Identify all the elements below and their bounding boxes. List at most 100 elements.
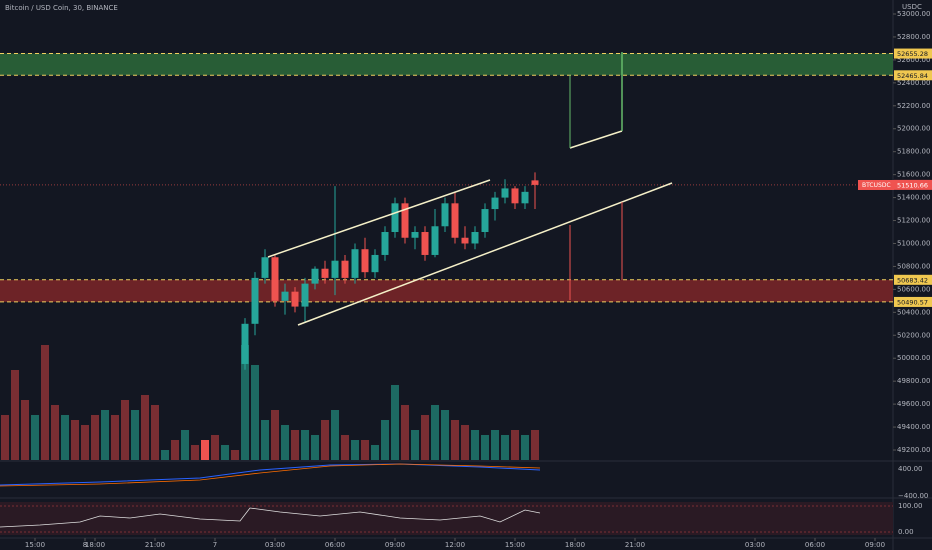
candle-body xyxy=(441,203,449,227)
volume-bar xyxy=(491,430,499,460)
candle-body xyxy=(281,291,289,301)
rsi-label: 100.00 xyxy=(898,502,923,510)
candle-body xyxy=(361,249,369,273)
volume-bar xyxy=(91,415,99,460)
y-tick-label: 51600.00 xyxy=(897,171,930,179)
candle-body xyxy=(421,232,429,255)
volume-bar xyxy=(441,410,449,460)
volume-bar xyxy=(211,435,219,460)
volume-bar xyxy=(11,370,19,460)
candle-body xyxy=(481,209,489,233)
y-tick-label: 50400.00 xyxy=(897,308,930,316)
volume-bar xyxy=(131,410,139,460)
candle-body xyxy=(461,237,469,244)
candle-body xyxy=(311,268,319,284)
volume-bar xyxy=(261,420,269,460)
y-tick-label: 50600.00 xyxy=(897,285,930,293)
volume-bar xyxy=(341,435,349,460)
volume-bar xyxy=(321,420,329,460)
volume-bar xyxy=(81,425,89,460)
candle-body xyxy=(511,188,519,204)
candle-body xyxy=(241,323,249,364)
candle-body xyxy=(331,260,339,278)
volume-bar xyxy=(171,440,179,460)
volume-bar xyxy=(531,430,539,460)
rsi-label: 0.00 xyxy=(898,528,914,536)
candle-body xyxy=(411,232,419,238)
x-tick-label: 15:00 xyxy=(25,541,45,549)
last-price-badge xyxy=(894,179,932,190)
volume-bar xyxy=(191,445,199,460)
y-tick-label: 51800.00 xyxy=(897,148,930,156)
volume-bar xyxy=(271,410,279,460)
y-tick-label: 49600.00 xyxy=(897,400,930,408)
candle-body xyxy=(521,191,529,204)
y-tick-label: 52400.00 xyxy=(897,79,930,87)
x-tick-label: 18:00 xyxy=(565,541,585,549)
volume-bar xyxy=(371,445,379,460)
y-tick-label: 52000.00 xyxy=(897,125,930,133)
zone-badge xyxy=(894,274,932,285)
x-tick-label: 21:00 xyxy=(145,541,165,549)
y-tick-label: 49800.00 xyxy=(897,377,930,385)
y-tick-label: 53000.00 xyxy=(897,10,930,18)
x-tick-label: 09:00 xyxy=(865,541,885,549)
zone-price-label: 50490.57 xyxy=(897,298,928,306)
volume-bar xyxy=(71,420,79,460)
candle-body xyxy=(301,283,309,307)
volume-bar xyxy=(511,430,519,460)
candle-body xyxy=(531,180,539,185)
volume-bar xyxy=(391,385,399,460)
volume-bar xyxy=(311,435,319,460)
x-tick-label: 7 xyxy=(213,541,217,549)
y-tick-label: 50200.00 xyxy=(897,331,930,339)
volume-bar xyxy=(121,400,129,460)
x-tick-label: 12:00 xyxy=(445,541,465,549)
volume-bar xyxy=(461,425,469,460)
volume-bar xyxy=(141,395,149,460)
volume-bar xyxy=(331,410,339,460)
zone-badge xyxy=(894,48,932,59)
drawings xyxy=(0,52,673,528)
volume-bar xyxy=(101,410,109,460)
volume-bar xyxy=(221,445,229,460)
y-tick-label: 50800.00 xyxy=(897,262,930,270)
y-tick-label: 50000.00 xyxy=(897,354,930,362)
zone-price-label: 50683.42 xyxy=(897,276,928,284)
volume-bar xyxy=(201,440,209,460)
zone-price-label: 52655.28 xyxy=(897,50,928,58)
chart-title: Bitcoin / USD Coin, 30, BINANCE xyxy=(5,4,118,12)
y-tick-label: 49200.00 xyxy=(897,446,930,454)
currency-label: USDC xyxy=(902,3,922,11)
volume-bar xyxy=(1,415,9,460)
volume-bar xyxy=(151,405,159,460)
volume-bar xyxy=(231,450,239,460)
volume-bar xyxy=(181,430,189,460)
rsi-band xyxy=(0,502,893,535)
volume-bar xyxy=(251,365,259,460)
y-tick-label: 52800.00 xyxy=(897,33,930,41)
volume-bar xyxy=(401,405,409,460)
volume-bar xyxy=(21,400,29,460)
symbol-label: BTCUSDC xyxy=(862,182,891,189)
volume-bar xyxy=(421,415,429,460)
volume-bar xyxy=(501,435,509,460)
x-tick-label: 06:00 xyxy=(805,541,825,549)
x-tick-label: 09:00 xyxy=(385,541,405,549)
volume-bar xyxy=(431,405,439,460)
symbol-badge xyxy=(858,180,894,190)
volume-bar xyxy=(521,435,529,460)
x-tick-label: 15:00 xyxy=(505,541,525,549)
volume-bar xyxy=(51,405,59,460)
volume-bar xyxy=(291,430,299,460)
volume-bar xyxy=(281,425,289,460)
y-tick-label: 51200.00 xyxy=(897,217,930,225)
x-tick-label: 06:00 xyxy=(325,541,345,549)
x-tick-label: 18:00 xyxy=(85,541,105,549)
y-tick-label: 51400.00 xyxy=(897,194,930,202)
candle-body xyxy=(321,268,329,278)
zone-badge xyxy=(894,296,932,307)
volume-bar xyxy=(111,415,119,460)
